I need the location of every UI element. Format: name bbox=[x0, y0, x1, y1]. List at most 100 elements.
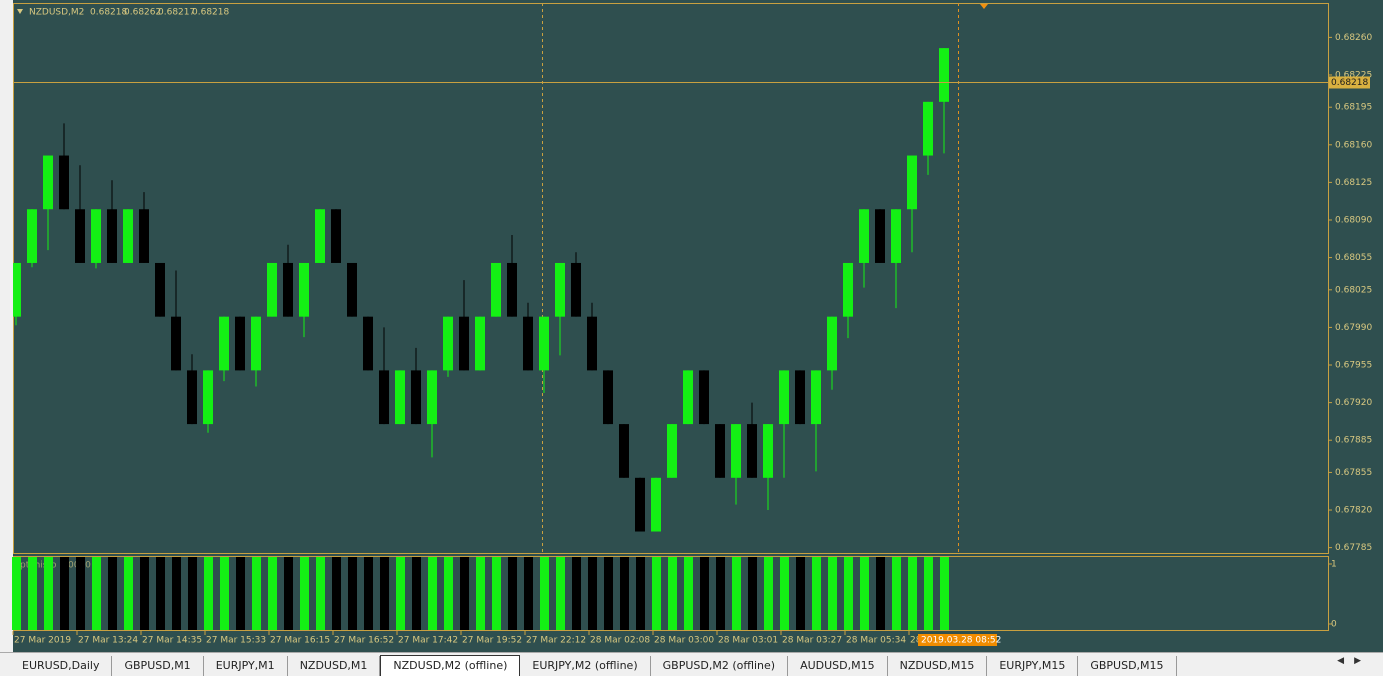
tab-scroll[interactable]: ◀▶ bbox=[1337, 656, 1371, 666]
histogram-bar bbox=[460, 557, 469, 630]
histogram-bar bbox=[76, 557, 85, 630]
histogram-bar bbox=[828, 557, 837, 630]
histogram-bar bbox=[860, 557, 869, 630]
candle-body bbox=[763, 424, 773, 478]
chart-tab[interactable]: GBPUSD,M1 bbox=[112, 656, 204, 676]
candle-body bbox=[571, 262, 581, 317]
histogram-bar bbox=[12, 557, 21, 630]
candle-body bbox=[811, 370, 821, 425]
header-price: 0.68218 bbox=[90, 8, 127, 18]
chart-tab[interactable]: NZDUSD,M15 bbox=[888, 656, 988, 676]
candle-body bbox=[91, 209, 101, 263]
histogram-bar bbox=[172, 557, 181, 630]
histogram-bar bbox=[140, 557, 149, 630]
histogram-bar bbox=[28, 557, 37, 630]
histogram-bar bbox=[364, 557, 373, 630]
current-price-box bbox=[1329, 76, 1370, 89]
x-tick-label: 27 Mar 15:33 bbox=[206, 636, 266, 646]
histogram-bar bbox=[60, 557, 69, 630]
candle-body bbox=[331, 209, 341, 263]
candle-body bbox=[667, 424, 677, 478]
candle-body bbox=[923, 101, 933, 156]
histogram-bar bbox=[588, 557, 597, 630]
histogram-bar bbox=[476, 557, 485, 630]
histogram-bar bbox=[204, 557, 213, 630]
candle-body bbox=[507, 262, 517, 317]
candle-body bbox=[475, 316, 485, 371]
histogram-bar bbox=[844, 557, 853, 630]
x-tick-label: 27 Mar 16:15 bbox=[270, 636, 330, 646]
histogram-bar bbox=[556, 557, 565, 630]
candle-body bbox=[795, 370, 805, 425]
candle-body bbox=[155, 262, 165, 317]
candle-body bbox=[539, 316, 549, 371]
y-tick-label: 0.68025 bbox=[1335, 285, 1372, 295]
x-tick-label: 28 bbox=[910, 636, 922, 646]
chart-tab[interactable]: NZDUSD,M2 (offline) bbox=[380, 655, 521, 676]
chart-tab[interactable]: GBPUSD,M2 (offline) bbox=[651, 656, 789, 676]
histogram-bar bbox=[636, 557, 645, 630]
y-tick-label: 0.68160 bbox=[1335, 140, 1372, 150]
candle-body bbox=[251, 316, 261, 371]
histogram-bar bbox=[332, 557, 341, 630]
histogram-bar bbox=[620, 557, 629, 630]
candle-body bbox=[59, 155, 69, 210]
header-price: 0.68262 bbox=[124, 8, 161, 18]
candle-body bbox=[699, 370, 709, 425]
header-price: 0.68218 bbox=[192, 8, 229, 18]
histogram-bar bbox=[444, 557, 453, 630]
histogram-bar bbox=[652, 557, 661, 630]
chart-tab[interactable]: EURJPY,M1 bbox=[204, 656, 288, 676]
y-tick-label: 0.67955 bbox=[1335, 361, 1372, 371]
histogram-bar bbox=[572, 557, 581, 630]
x-tick-label: 27 Mar 22:12 bbox=[526, 636, 586, 646]
histogram-bar bbox=[220, 557, 229, 630]
histogram-bar bbox=[540, 557, 549, 630]
y-tick-label: 0.68055 bbox=[1335, 253, 1372, 263]
histogram-bar bbox=[876, 557, 885, 630]
candle-body bbox=[219, 316, 229, 371]
x-tick-label: 27 Mar 13:24 bbox=[78, 636, 138, 646]
chart-tab[interactable]: EURJPY,M2 (offline) bbox=[520, 656, 651, 676]
chart-tab[interactable]: GBPUSD,M15 bbox=[1078, 656, 1177, 676]
y-tick-label: 0.67855 bbox=[1335, 468, 1372, 478]
chart-tab[interactable]: EURUSD,Daily bbox=[10, 656, 113, 676]
histogram-bar bbox=[748, 557, 757, 630]
histogram-bar bbox=[284, 557, 293, 630]
candle-body bbox=[459, 316, 469, 371]
candle-body bbox=[619, 424, 629, 478]
histogram-bar bbox=[716, 557, 725, 630]
y-tick-label: 0.68225 bbox=[1335, 70, 1372, 80]
current-price-label: 0.68218 bbox=[1331, 78, 1368, 88]
y-tick-label: 0.68260 bbox=[1335, 33, 1372, 43]
candle-body bbox=[13, 262, 21, 317]
candle-body bbox=[683, 370, 693, 425]
candle-body bbox=[523, 316, 533, 371]
histogram-bar bbox=[764, 557, 773, 630]
candles bbox=[13, 48, 949, 532]
candle-body bbox=[907, 155, 917, 210]
x-tick-label: 27 Mar 19:52 bbox=[462, 636, 522, 646]
histogram-bar bbox=[924, 557, 933, 630]
chart-tab[interactable]: EURJPY,M15 bbox=[987, 656, 1079, 676]
x-tick-label: 27 Mar 17:42 bbox=[398, 636, 458, 646]
candle-body bbox=[827, 316, 837, 371]
histogram-bar bbox=[604, 557, 613, 630]
histogram-bar bbox=[108, 557, 117, 630]
candle-body bbox=[171, 316, 181, 371]
candle-body bbox=[427, 370, 437, 425]
histogram-bar bbox=[940, 557, 949, 630]
histogram-bar bbox=[44, 557, 53, 630]
indicator-tick-label: 1 bbox=[1331, 560, 1337, 570]
histogram-bar bbox=[188, 557, 197, 630]
x-tick-label: 27 Mar 2019 bbox=[14, 636, 71, 646]
histogram-bar bbox=[892, 557, 901, 630]
y-tick-label: 0.68125 bbox=[1335, 178, 1372, 188]
histogram-bar bbox=[428, 557, 437, 630]
chart-tab[interactable]: NZDUSD,M1 bbox=[288, 656, 381, 676]
chart-tab[interactable]: AUDUSD,M15 bbox=[788, 656, 888, 676]
histogram-bar bbox=[156, 557, 165, 630]
candle-body bbox=[203, 370, 213, 425]
x-tick-label: 28 Mar 03:00 bbox=[654, 636, 714, 646]
